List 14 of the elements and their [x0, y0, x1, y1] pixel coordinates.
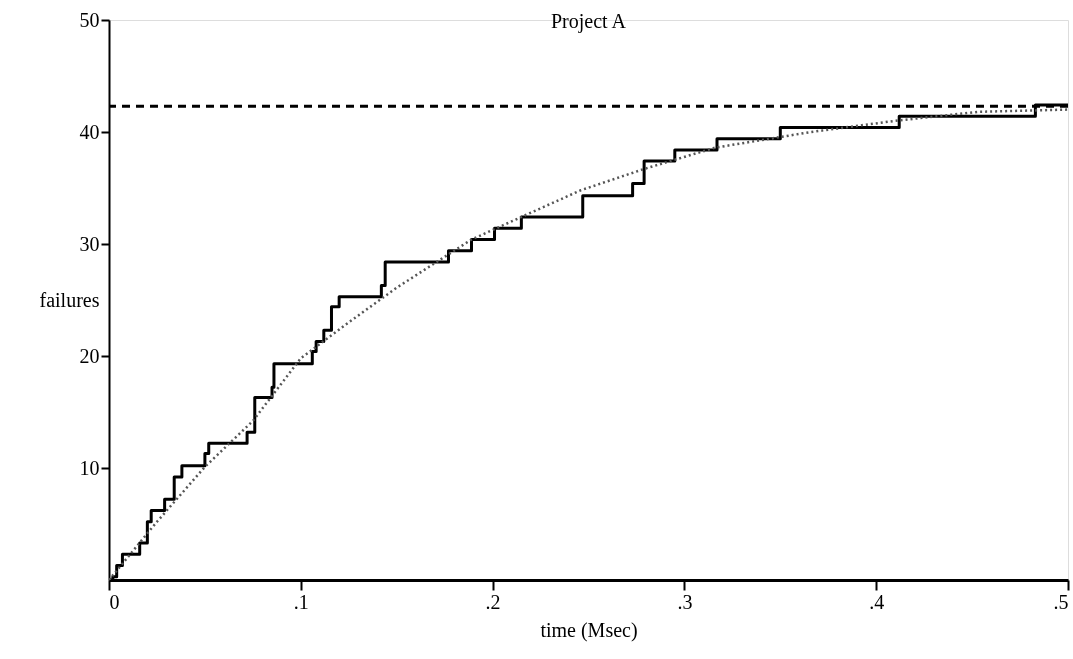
- x-tick-label: .3: [677, 590, 693, 613]
- x-axis-title: time (Msec): [540, 618, 638, 642]
- x-tick-label: 0: [109, 590, 120, 613]
- y-tick-label: 30: [79, 232, 100, 255]
- y-tick-label: 40: [79, 120, 100, 143]
- y-tick-label: 10: [79, 456, 100, 479]
- y-axis-title: failures: [39, 288, 100, 311]
- x-tick-label: .5: [1053, 590, 1069, 613]
- y-tick-label: 20: [79, 344, 100, 367]
- y-tick-label: 50: [79, 8, 100, 31]
- x-tick-label: .4: [869, 590, 885, 613]
- chart-title: Project A: [551, 10, 627, 33]
- x-tick-label: .2: [485, 590, 501, 613]
- x-tick-label: .1: [293, 590, 309, 613]
